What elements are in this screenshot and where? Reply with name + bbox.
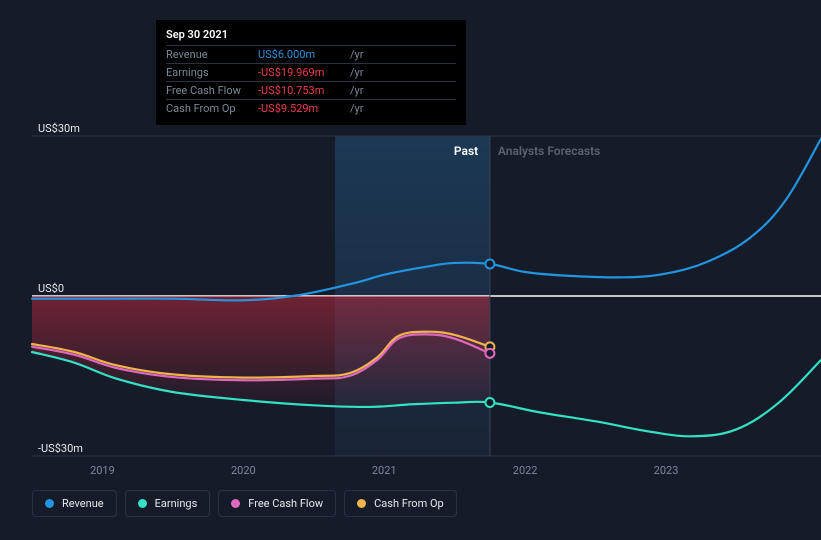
chart-legend: Revenue Earnings Free Cash Flow Cash From O…	[32, 490, 457, 517]
tooltip-row-value: -US$19.969m	[258, 66, 346, 79]
legend-item-label: Earnings	[155, 497, 198, 510]
tooltip-row-unit: /yr	[350, 102, 363, 115]
y-axis-label: US$0	[38, 282, 64, 295]
x-axis-label: 2019	[90, 464, 115, 477]
legend-item-fcf[interactable]: Free Cash Flow	[218, 490, 336, 517]
earnings-marker	[485, 398, 494, 407]
y-axis-label: -US$30m	[38, 442, 83, 455]
tooltip-row-value: -US$10.753m	[258, 84, 346, 97]
legend-item-label: Free Cash Flow	[248, 497, 323, 510]
tooltip-row-value: -US$9.529m	[258, 102, 346, 115]
tooltip-row: Earnings-US$19.969m/yr	[166, 63, 456, 81]
legend-item-label: Cash From Op	[374, 497, 444, 510]
legend-item-revenue[interactable]: Revenue	[32, 490, 117, 517]
legend-marker-icon	[231, 499, 240, 508]
legend-marker-icon	[45, 499, 54, 508]
x-axis-label: 2020	[231, 464, 256, 477]
analysts-forecasts-label: Analysts Forecasts	[498, 144, 600, 158]
tooltip-date: Sep 30 2021	[166, 28, 456, 45]
tooltip-row-unit: /yr	[350, 48, 363, 61]
tooltip-row-label: Earnings	[166, 66, 258, 79]
tooltip-row: RevenueUS$6.000m/yr	[166, 45, 456, 63]
legend-marker-icon	[357, 499, 366, 508]
tooltip-row: Free Cash Flow-US$10.753m/yr	[166, 81, 456, 99]
tooltip-row-value: US$6.000m	[258, 48, 346, 61]
x-axis-label: 2023	[654, 464, 679, 477]
legend-item-label: Revenue	[62, 497, 104, 510]
legend-item-cfo[interactable]: Cash From Op	[344, 490, 457, 517]
revenue-marker	[485, 260, 494, 269]
tooltip-row-label: Revenue	[166, 48, 258, 61]
tooltip-row-unit: /yr	[350, 66, 363, 79]
y-axis-label: US$30m	[38, 122, 80, 135]
legend-item-earnings[interactable]: Earnings	[125, 490, 211, 517]
tooltip-row-label: Free Cash Flow	[166, 84, 258, 97]
legend-marker-icon	[138, 499, 147, 508]
chart-container: Sep 30 2021 RevenueUS$6.000m/yrEarnings-…	[16, 16, 805, 508]
tooltip-row-unit: /yr	[350, 84, 363, 97]
x-axis-label: 2021	[372, 464, 397, 477]
chart-tooltip: Sep 30 2021 RevenueUS$6.000m/yrEarnings-…	[156, 20, 466, 125]
tooltip-row-label: Cash From Op	[166, 102, 258, 115]
x-axis-label: 2022	[513, 464, 538, 477]
tooltip-row: Cash From Op-US$9.529m/yr	[166, 99, 456, 117]
fcf-marker	[485, 349, 494, 358]
past-label: Past	[454, 144, 478, 158]
